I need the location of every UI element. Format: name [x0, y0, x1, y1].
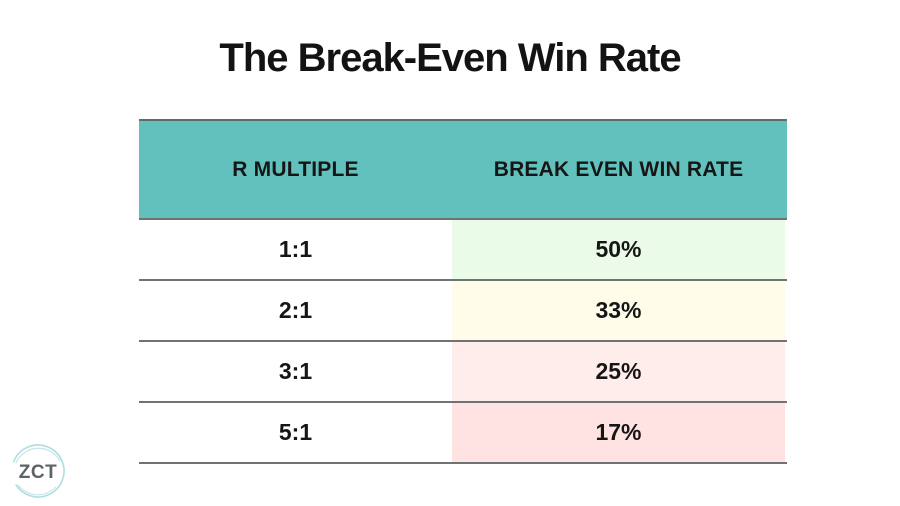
win-rate-cell: 33%	[452, 281, 785, 340]
logo-circle-icon: ZCT	[11, 444, 65, 498]
r-multiple-cell: 3:1	[139, 342, 452, 401]
zct-logo: ZCT	[8, 441, 68, 501]
page-title: The Break-Even Win Rate	[219, 36, 681, 80]
logo-text: ZCT	[19, 462, 57, 483]
table-header-row: R MULTIPLE BREAK EVEN WIN RATE	[139, 121, 787, 220]
win-rate-cell: 25%	[452, 342, 785, 401]
win-rate-cell: 50%	[452, 220, 785, 279]
table-row: 3:1 25%	[139, 342, 787, 403]
table-row: 5:1 17%	[139, 403, 787, 464]
column-header-r-multiple: R MULTIPLE	[232, 157, 359, 181]
table-row: 1:1 50%	[139, 220, 787, 281]
r-multiple-cell: 1:1	[139, 220, 452, 279]
column-header-break-even-win-rate: BREAK EVEN WIN RATE	[493, 157, 744, 181]
break-even-table: R MULTIPLE BREAK EVEN WIN RATE 1:1 50% 2…	[139, 119, 787, 464]
r-multiple-cell: 2:1	[139, 281, 452, 340]
win-rate-cell: 17%	[452, 403, 785, 462]
table-row: 2:1 33%	[139, 281, 787, 342]
r-multiple-cell: 5:1	[139, 403, 452, 462]
